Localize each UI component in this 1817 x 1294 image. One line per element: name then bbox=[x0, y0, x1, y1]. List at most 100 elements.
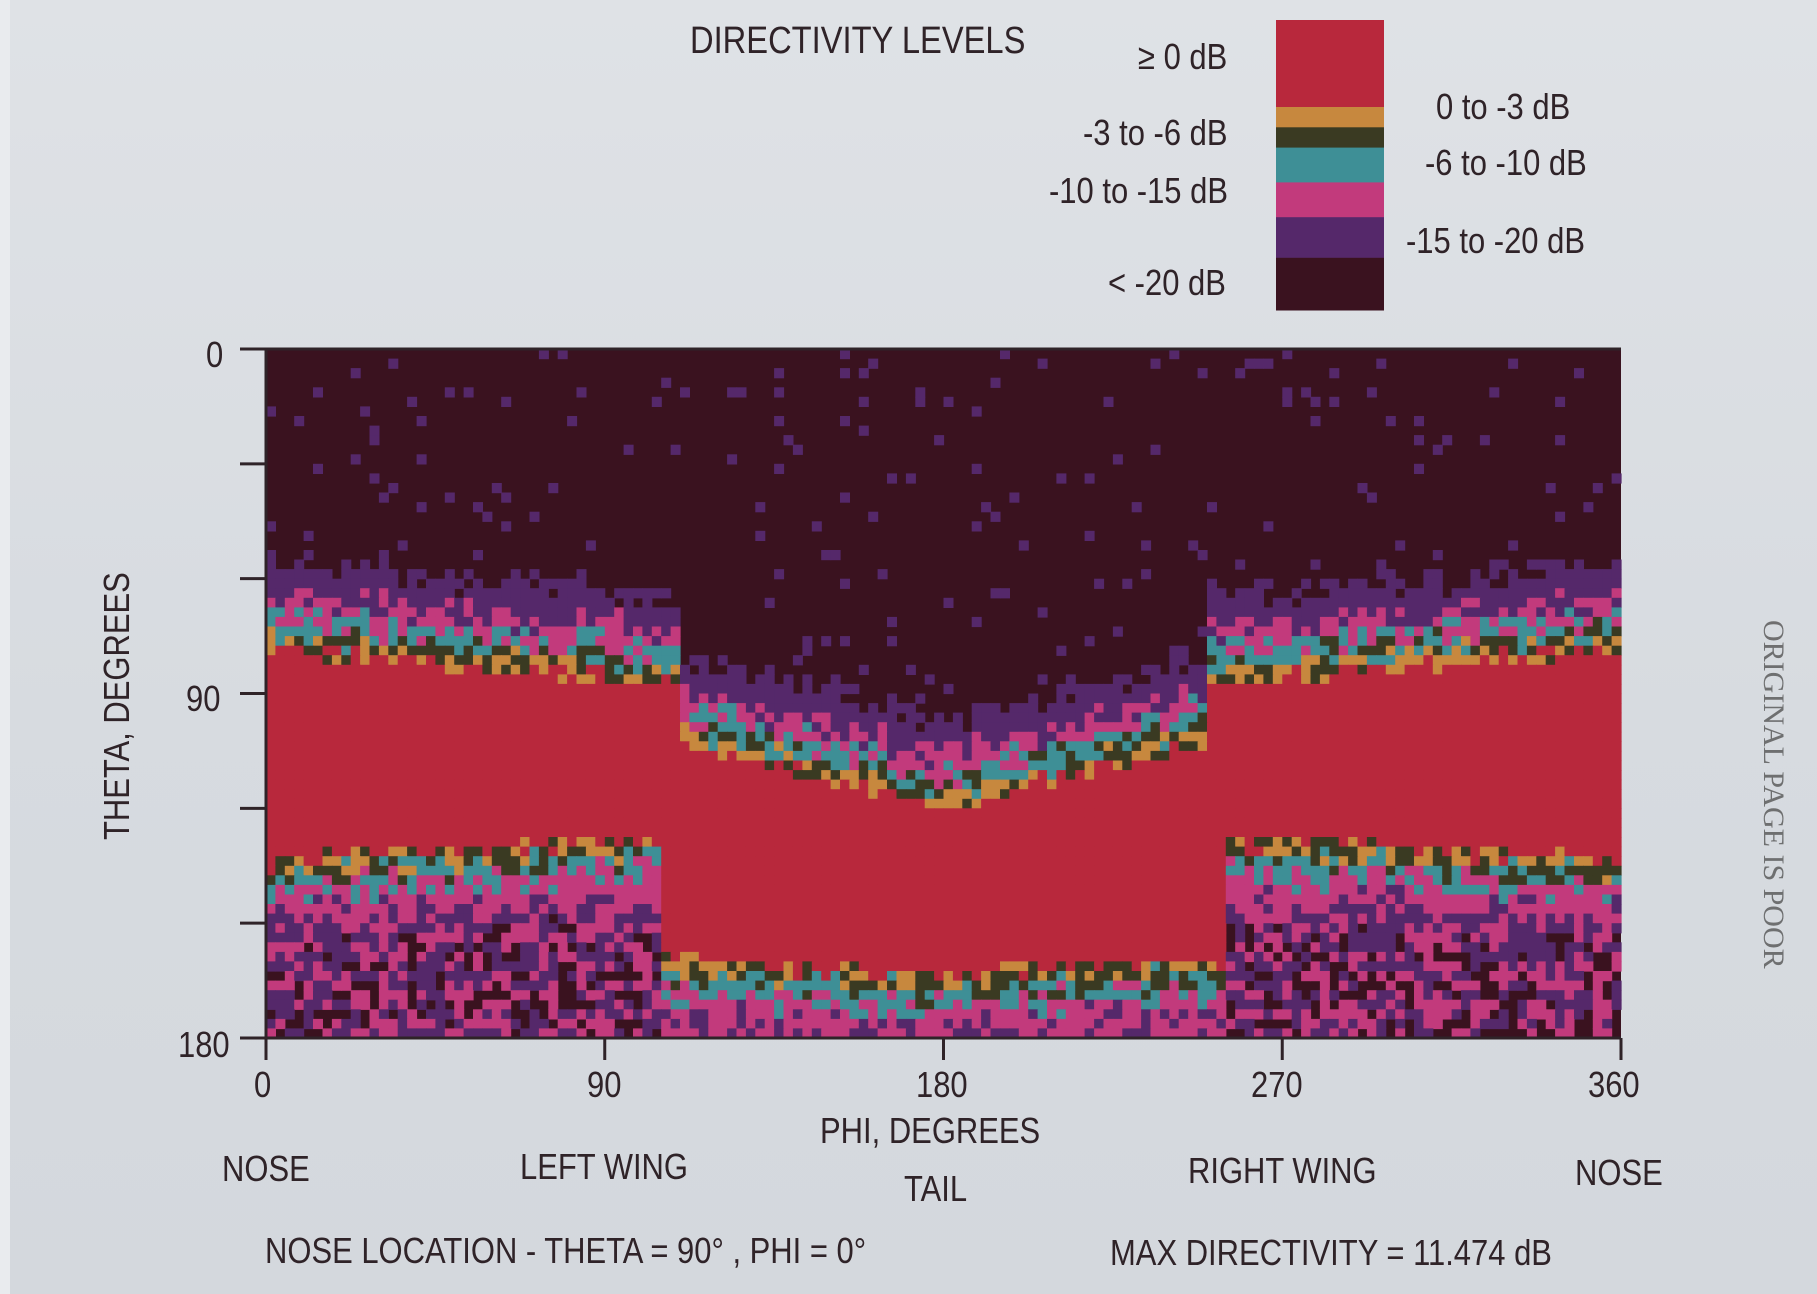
heatmap-cell bbox=[369, 837, 380, 848]
heatmap-cell bbox=[633, 846, 643, 857]
heatmap-cell bbox=[1508, 808, 1519, 819]
heatmap-cell bbox=[830, 827, 841, 838]
heatmap-cell bbox=[1263, 789, 1274, 800]
heatmap-cell bbox=[341, 923, 352, 934]
heatmap-cell bbox=[821, 683, 832, 695]
heatmap-cell bbox=[1423, 712, 1434, 723]
heatmap-cell bbox=[1526, 770, 1537, 781]
heatmap-cell bbox=[473, 597, 483, 608]
heatmap-cell bbox=[868, 817, 879, 829]
heatmap-cell bbox=[1404, 703, 1415, 714]
heatmap-cell bbox=[1404, 846, 1415, 857]
heatmap-cell bbox=[538, 779, 549, 790]
heatmap-cell bbox=[680, 693, 690, 704]
heatmap-cell bbox=[915, 884, 926, 896]
heatmap-cell bbox=[378, 856, 389, 867]
heatmap-cell bbox=[1122, 875, 1133, 886]
heatmap-cell bbox=[313, 683, 323, 695]
heatmap-cell bbox=[1404, 712, 1415, 723]
heatmap-cell bbox=[783, 779, 794, 790]
heatmap-cell bbox=[331, 607, 342, 618]
heatmap-cell bbox=[538, 578, 549, 589]
heatmap-cell bbox=[1423, 865, 1434, 876]
heatmap-cell bbox=[811, 913, 822, 924]
heatmap-cell bbox=[520, 894, 531, 905]
heatmap-cell bbox=[1451, 741, 1462, 752]
heatmap-cell bbox=[1244, 607, 1255, 618]
heatmap-cell bbox=[924, 846, 935, 857]
heatmap-cell bbox=[1526, 837, 1537, 848]
heatmap-cell bbox=[491, 693, 502, 704]
heatmap-cell bbox=[858, 827, 869, 838]
heatmap-cell bbox=[1028, 904, 1039, 915]
heatmap-cell bbox=[915, 798, 926, 809]
heatmap-cell bbox=[604, 645, 615, 656]
heatmap-cell bbox=[303, 913, 314, 924]
heatmap-cell bbox=[802, 837, 813, 848]
heatmap-cell bbox=[463, 712, 474, 723]
heatmap-cell bbox=[1103, 875, 1114, 886]
heatmap-cell bbox=[369, 626, 380, 637]
heatmap-cell bbox=[576, 722, 587, 733]
heatmap-cell bbox=[369, 645, 380, 656]
heatmap-cell bbox=[303, 894, 314, 905]
heatmap-cell bbox=[623, 655, 634, 666]
heatmap-cell bbox=[1357, 904, 1368, 915]
heatmap-cell bbox=[388, 616, 399, 628]
heatmap-cell bbox=[661, 377, 672, 388]
heatmap-cell bbox=[444, 827, 455, 838]
heatmap-cell bbox=[1009, 894, 1020, 905]
heatmap-cell bbox=[990, 923, 1001, 934]
heatmap-cell bbox=[529, 741, 540, 752]
heatmap-cell bbox=[1188, 770, 1199, 781]
heatmap-cell bbox=[1291, 607, 1302, 618]
heatmap-cell bbox=[369, 664, 380, 675]
heatmap-cell bbox=[1545, 875, 1556, 886]
heatmap-cell bbox=[1301, 770, 1312, 781]
heatmap-cell bbox=[1592, 578, 1603, 589]
heatmap-cell bbox=[350, 722, 361, 733]
heatmap-cell bbox=[1131, 703, 1142, 714]
heatmap-cell bbox=[473, 760, 483, 771]
heatmap-cell bbox=[576, 817, 587, 829]
heatmap-cell bbox=[783, 932, 794, 943]
heatmap-cell bbox=[1432, 444, 1443, 455]
heatmap-cell bbox=[1131, 731, 1142, 742]
heatmap-cell bbox=[585, 597, 596, 608]
heatmap-cell bbox=[1611, 703, 1622, 714]
heatmap-cell bbox=[1159, 722, 1170, 733]
heatmap-cell bbox=[830, 779, 841, 790]
heatmap-cell bbox=[962, 846, 973, 857]
heatmap-cell bbox=[708, 875, 719, 886]
heatmap-cell bbox=[1254, 703, 1264, 714]
heatmap-cell bbox=[557, 703, 568, 714]
heatmap-cell bbox=[708, 712, 719, 723]
heatmap-cell bbox=[454, 760, 465, 771]
heatmap-cell bbox=[1094, 894, 1105, 905]
heatmap-cell bbox=[397, 856, 408, 867]
heatmap-cell bbox=[1536, 837, 1547, 848]
heatmap-cell bbox=[868, 511, 879, 522]
heatmap-cell bbox=[971, 875, 982, 886]
heatmap-cell bbox=[811, 865, 822, 876]
heatmap-cell bbox=[294, 846, 305, 857]
heatmap-cell bbox=[313, 837, 323, 848]
heatmap-cell bbox=[1451, 827, 1462, 838]
heatmap-cell bbox=[435, 626, 446, 637]
heatmap-cell bbox=[266, 722, 276, 733]
heatmap-cell bbox=[1216, 655, 1227, 666]
heatmap-cell bbox=[331, 942, 342, 953]
heatmap-cell bbox=[284, 913, 295, 924]
heatmap-cell bbox=[670, 884, 681, 896]
heatmap-cell bbox=[360, 798, 371, 809]
heatmap-cell bbox=[1244, 616, 1255, 628]
heatmap-cell bbox=[444, 779, 455, 790]
heatmap-cell bbox=[1461, 645, 1471, 656]
heatmap-cell bbox=[313, 626, 323, 637]
heatmap-cell bbox=[369, 693, 380, 704]
heatmap-cell bbox=[1470, 683, 1481, 695]
heatmap-cell bbox=[322, 770, 333, 781]
heatmap-cell bbox=[322, 607, 333, 618]
heatmap-cell bbox=[1357, 865, 1368, 876]
heatmap-cell bbox=[1526, 789, 1537, 800]
